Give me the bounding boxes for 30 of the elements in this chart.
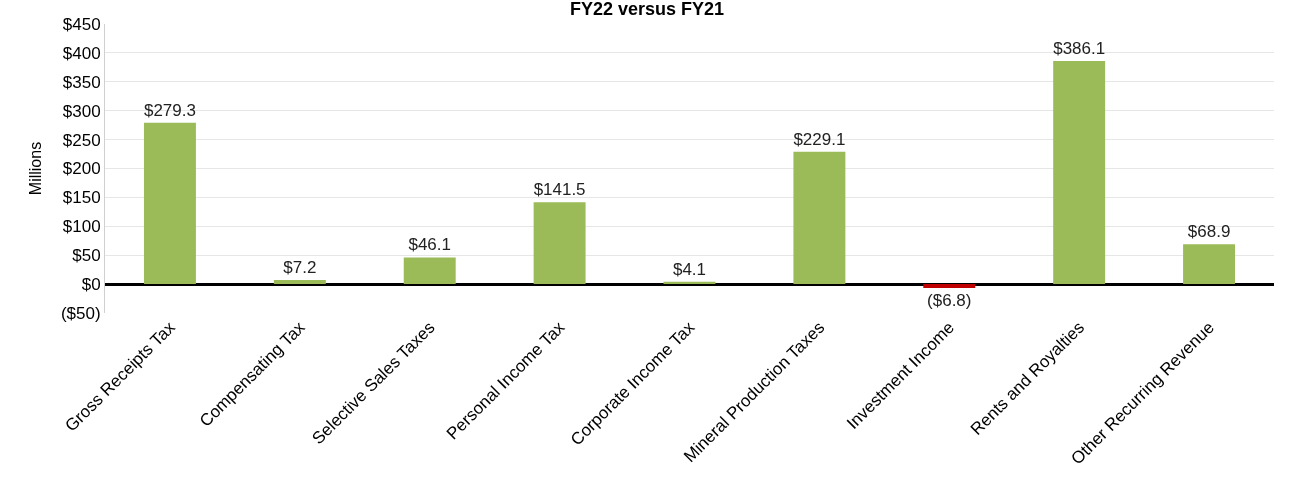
bar [273,279,326,285]
y-tick-label: $350 [62,72,101,92]
y-tick-label: $150 [62,188,101,208]
y-tick-label: $400 [62,43,101,63]
data-label: $4.1 [672,259,707,279]
y-tick-label: $200 [62,159,101,179]
y-tick-label: $50 [72,246,101,266]
bar [1183,244,1236,285]
bar [143,122,196,285]
data-label: $229.1 [793,129,846,149]
data-label: $7.2 [283,257,317,277]
y-tick-label: $0 [81,275,101,295]
bar [403,257,456,285]
y-tick-label: $250 [62,130,101,150]
bar [793,151,846,285]
data-label: ($6.8) [927,291,972,311]
data-label: $386.1 [1053,38,1106,58]
y-axis-title: Millions [26,141,44,196]
data-label: $68.9 [1187,222,1231,242]
data-label: $279.3 [143,100,196,120]
bar [1053,60,1106,285]
y-tick-label: $300 [62,101,101,121]
y-tick-label: $100 [62,217,101,237]
y-tick-label: ($50) [60,303,101,323]
y-tick-label: $450 [62,14,101,34]
data-label: $46.1 [408,235,451,255]
bar [533,202,586,285]
data-label: $141.5 [533,180,586,200]
chart-title: FY22 versus FY21 [569,0,725,19]
bar [923,284,976,289]
